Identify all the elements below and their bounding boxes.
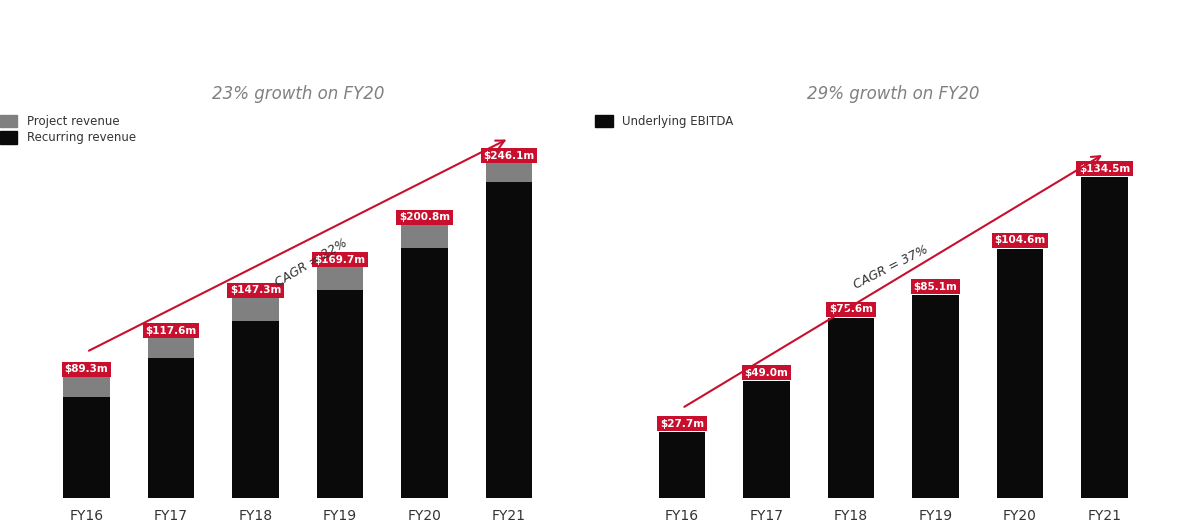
- Text: $49.0m: $49.0m: [744, 368, 788, 378]
- Text: 23% growth on FY20: 23% growth on FY20: [212, 85, 384, 103]
- Text: $134.5m: $134.5m: [1079, 164, 1130, 174]
- Text: $89.3m: $89.3m: [64, 365, 108, 375]
- Bar: [401, 225, 448, 248]
- Bar: [486, 163, 532, 182]
- Bar: [63, 376, 110, 397]
- Text: CAGR = 37%: CAGR = 37%: [852, 243, 930, 292]
- Bar: [743, 382, 790, 498]
- Text: $27.7m: $27.7m: [660, 419, 704, 429]
- Text: $75.6m: $75.6m: [829, 304, 873, 314]
- Bar: [486, 182, 532, 498]
- Legend: Underlying EBITDA: Underlying EBITDA: [596, 115, 734, 128]
- Text: $104.6m: $104.6m: [994, 235, 1046, 245]
- Bar: [401, 248, 448, 498]
- Bar: [912, 295, 959, 498]
- Bar: [997, 249, 1043, 498]
- Bar: [317, 290, 363, 498]
- Bar: [148, 358, 194, 498]
- Text: $200.8m: $200.8m: [399, 213, 450, 223]
- Bar: [232, 321, 279, 498]
- Bar: [828, 318, 874, 498]
- Bar: [148, 338, 194, 358]
- Text: 29% growth on FY20: 29% growth on FY20: [807, 85, 979, 103]
- Bar: [63, 397, 110, 498]
- Text: $246.1m: $246.1m: [484, 151, 535, 161]
- Text: $85.1m: $85.1m: [913, 281, 958, 292]
- Text: $117.6m: $117.6m: [145, 326, 197, 336]
- Text: $169.7m: $169.7m: [314, 255, 366, 265]
- Bar: [317, 267, 363, 290]
- Text: $147.3m: $147.3m: [230, 286, 281, 295]
- Legend: Project revenue, Recurring revenue: Project revenue, Recurring revenue: [0, 115, 136, 145]
- Text: Data centre services revenue¹: Data centre services revenue¹: [145, 44, 450, 62]
- Text: Underlying EBITDA¹²: Underlying EBITDA¹²: [790, 44, 997, 62]
- Bar: [659, 432, 705, 498]
- Text: CAGR = 22%: CAGR = 22%: [273, 237, 349, 290]
- Bar: [1081, 178, 1128, 498]
- Bar: [232, 297, 279, 321]
